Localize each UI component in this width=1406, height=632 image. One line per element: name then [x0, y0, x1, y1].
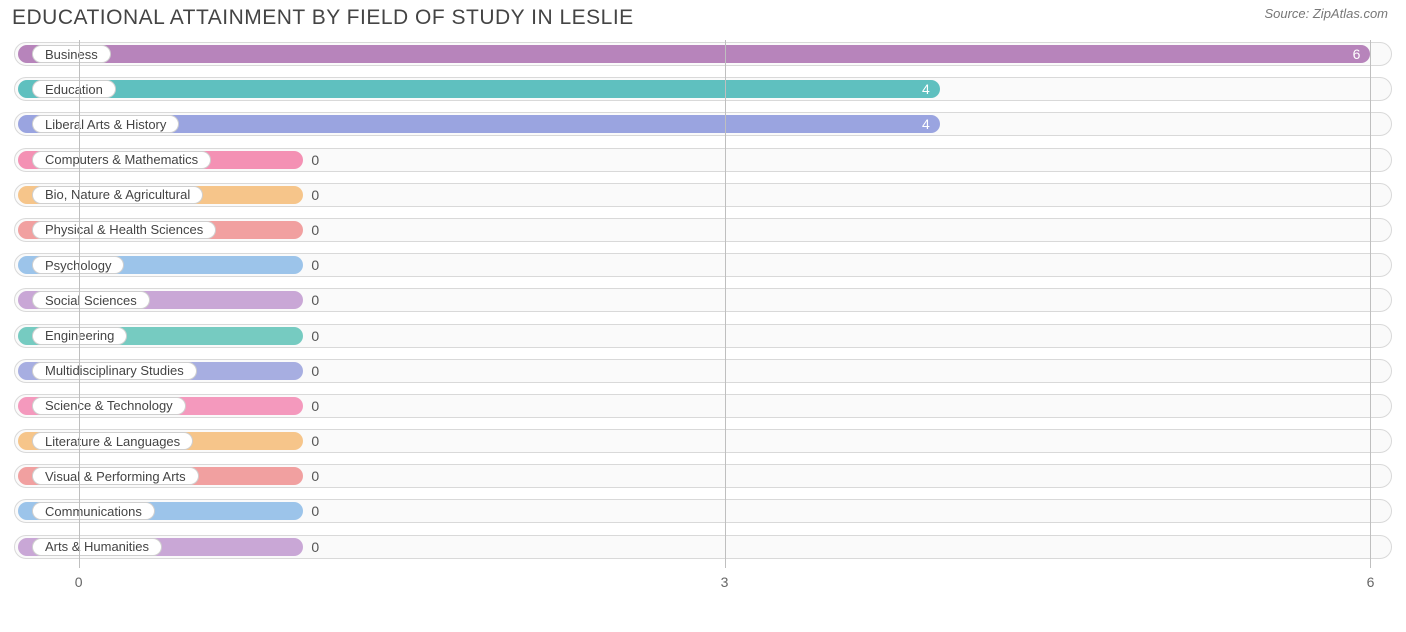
bar-row: 4 Liberal Arts & History	[14, 110, 1392, 138]
chart-area: 6 Business 4 Education 4 Liberal Arts & Histo…	[14, 40, 1392, 600]
category-pill: Engineering	[32, 327, 127, 345]
category-pill: Psychology	[32, 256, 124, 274]
source-attribution: Source: ZipAtlas.com	[1264, 6, 1388, 21]
bar-row: 0 Multidisciplinary Studies	[14, 357, 1392, 385]
category-pill: Liberal Arts & History	[32, 115, 179, 133]
bar-row: 0 Communications	[14, 497, 1392, 525]
category-pill: Science & Technology	[32, 397, 186, 415]
bar-row: 0 Physical & Health Sciences	[14, 216, 1392, 244]
bar-row: 0 Engineering	[14, 322, 1392, 350]
category-pill: Multidisciplinary Studies	[32, 362, 197, 380]
bar-value-label: 0	[311, 427, 319, 455]
category-pill: Visual & Performing Arts	[32, 467, 199, 485]
x-axis: 0 3 6	[14, 568, 1392, 598]
category-pill: Education	[32, 80, 116, 98]
category-pill: Communications	[32, 502, 155, 520]
bar-row: 0 Literature & Languages	[14, 427, 1392, 455]
bar-value-label: 0	[311, 181, 319, 209]
bar-value-label: 0	[311, 462, 319, 490]
bar-value-label: 0	[311, 146, 319, 174]
bar-value-label: 0	[311, 497, 319, 525]
x-tick-label: 6	[1367, 574, 1375, 590]
bar-row: 0 Visual & Performing Arts	[14, 462, 1392, 490]
bars-container: 6 Business 4 Education 4 Liberal Arts & Histo…	[14, 40, 1392, 568]
bar-fill	[18, 80, 940, 98]
category-pill: Computers & Mathematics	[32, 151, 211, 169]
bar-value-label: 0	[311, 216, 319, 244]
bar-value-label: 6	[1353, 40, 1361, 68]
bar-value-label: 4	[922, 110, 930, 138]
category-pill: Bio, Nature & Agricultural	[32, 186, 203, 204]
bar-row: 0 Psychology	[14, 251, 1392, 279]
bar-row: 0 Social Sciences	[14, 286, 1392, 314]
bar-value-label: 0	[311, 392, 319, 420]
bar-value-label: 0	[311, 357, 319, 385]
bar-row: 0 Computers & Mathematics	[14, 146, 1392, 174]
bar-fill	[18, 45, 1370, 63]
x-tick-label: 0	[75, 574, 83, 590]
bar-row: 4 Education	[14, 75, 1392, 103]
bar-value-label: 0	[311, 251, 319, 279]
bar-row: 0 Arts & Humanities	[14, 533, 1392, 561]
bar-value-label: 0	[311, 322, 319, 350]
x-tick-label: 3	[721, 574, 729, 590]
bar-row: 0 Bio, Nature & Agricultural	[14, 181, 1392, 209]
category-pill: Arts & Humanities	[32, 538, 162, 556]
category-pill: Literature & Languages	[32, 432, 193, 450]
bar-row: 0 Science & Technology	[14, 392, 1392, 420]
chart-title: EDUCATIONAL ATTAINMENT BY FIELD OF STUDY…	[12, 6, 634, 30]
bar-value-label: 0	[311, 286, 319, 314]
category-pill: Social Sciences	[32, 291, 150, 309]
bar-row: 6 Business	[14, 40, 1392, 68]
bar-value-label: 4	[922, 75, 930, 103]
bar-value-label: 0	[311, 533, 319, 561]
category-pill: Physical & Health Sciences	[32, 221, 216, 239]
category-pill: Business	[32, 45, 111, 63]
